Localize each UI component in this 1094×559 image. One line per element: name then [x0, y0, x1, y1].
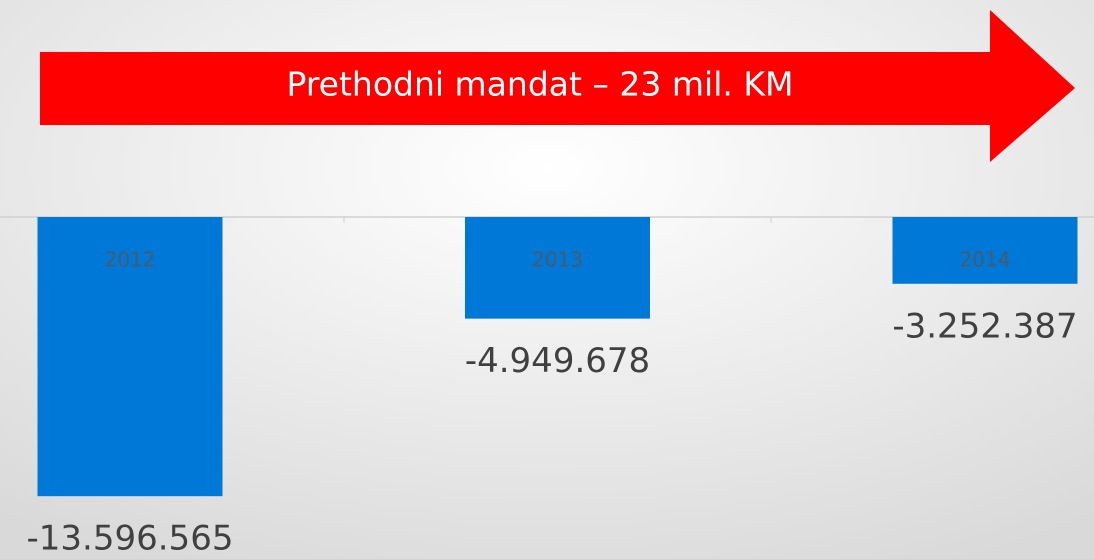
bar	[465, 217, 650, 319]
annotation: Prethodni mandat – 23 mil. KM	[287, 65, 794, 104]
category-label: 2013	[532, 248, 583, 272]
value-label: -13.596.565	[27, 519, 234, 559]
category-label: 2014	[960, 248, 1011, 272]
arrow	[40, 10, 1075, 162]
value-label: -3.252.387	[892, 306, 1077, 346]
bar	[37, 217, 223, 497]
bar	[892, 217, 1078, 284]
category-label: 2012	[105, 248, 156, 272]
value-label: -4.949.678	[465, 341, 650, 381]
